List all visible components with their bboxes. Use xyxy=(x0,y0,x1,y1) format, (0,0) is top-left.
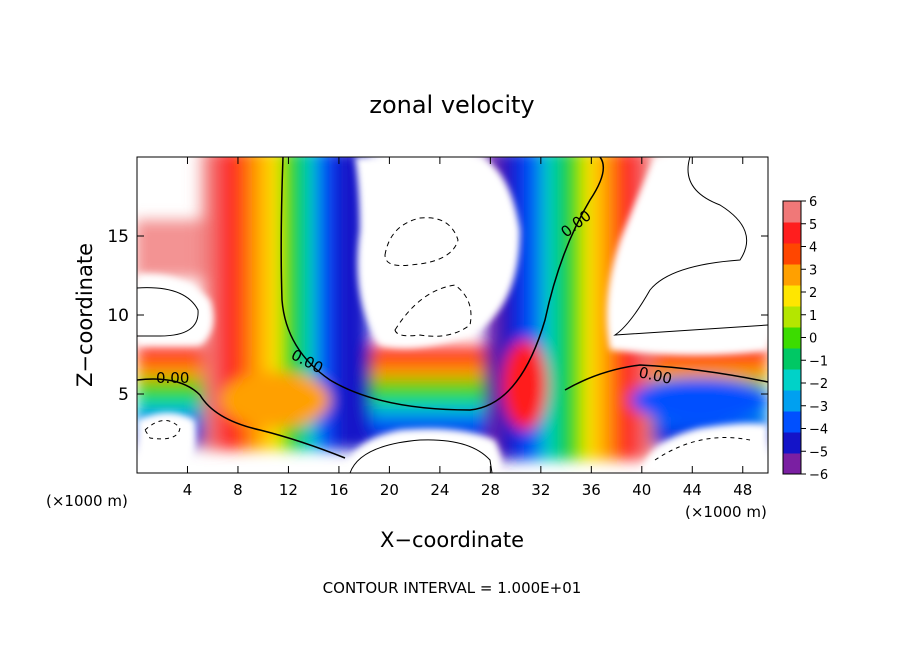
x-tick-label: 16 xyxy=(329,481,348,499)
orange-patch xyxy=(220,372,330,428)
x-tick-label: 4 xyxy=(183,481,193,499)
x-tick-label: 24 xyxy=(430,481,449,499)
x-tick-label: 12 xyxy=(279,481,298,499)
zero-contour-lower-left xyxy=(137,378,346,459)
right-blue-lobe xyxy=(630,378,768,422)
colorbar-swatch xyxy=(783,264,801,286)
contour-label: 0.00 xyxy=(156,369,189,387)
x-tick-label: 8 xyxy=(233,481,243,499)
colorbar-tick-label: 2 xyxy=(809,286,817,301)
colorbar-swatch xyxy=(783,327,801,349)
colorbar-swatch xyxy=(783,201,801,223)
colorbar-swatch xyxy=(783,369,801,391)
colorbar-tick-label: −6 xyxy=(809,468,828,483)
colorbar-tick-label: 3 xyxy=(809,263,817,278)
heatmap-field xyxy=(137,157,768,473)
dashed-contour-upper xyxy=(384,217,459,266)
colorbar-tick-label: −1 xyxy=(809,354,828,369)
warm-core xyxy=(503,340,547,430)
y-tick-label: 15 xyxy=(107,227,129,247)
white-gap-bottom-left xyxy=(137,412,197,473)
colorbar-tick-label: 1 xyxy=(809,309,817,324)
colorbar-swatch xyxy=(783,390,801,412)
white-gap-center xyxy=(355,157,520,348)
colorbar-tick-label: −2 xyxy=(809,377,828,392)
white-gap-right xyxy=(606,157,768,355)
colorbar-tick-label: −5 xyxy=(809,445,828,460)
colorbar-tick-label: 0 xyxy=(809,332,817,347)
colorbar-swatch xyxy=(783,453,801,475)
x-unit-right: (×1000 m) xyxy=(685,503,767,521)
white-gap-bottom-right xyxy=(640,423,768,473)
colorbar-swatch xyxy=(783,348,801,370)
x-tick-label: 48 xyxy=(733,481,752,499)
colorbar-tick-label: 5 xyxy=(809,218,817,233)
colorbar-tick-label: −3 xyxy=(809,400,828,415)
white-gap-left xyxy=(137,274,214,345)
thin-contour-bottom xyxy=(349,439,493,473)
x-tick-label: 28 xyxy=(481,481,500,499)
dashed-contour-lower-right xyxy=(654,437,751,461)
colorbar-swatch xyxy=(783,243,801,265)
y-tick-label: 5 xyxy=(118,385,129,405)
colorbar-swatch xyxy=(783,432,801,454)
x-tick-label: 20 xyxy=(380,481,399,499)
footer-text: CONTOUR INTERVAL = 1.000E+01 xyxy=(323,579,582,597)
thin-contour-right xyxy=(613,157,768,336)
colorbar-tick-label: 4 xyxy=(809,241,817,256)
colorbar-swatch xyxy=(783,285,801,307)
chart-title: zonal velocity xyxy=(369,91,534,119)
colorbar: 6 5 4 3 2 1 0 −1 −2 −3 −4 −5 −6 xyxy=(782,195,828,483)
thin-contour-left-box xyxy=(137,287,199,337)
colorbar-swatch xyxy=(783,411,801,433)
zero-contour-left xyxy=(280,157,605,411)
colorbar-tick-label: −4 xyxy=(809,423,828,438)
y-tick-label: 10 xyxy=(107,306,129,326)
white-gap-bottom xyxy=(345,428,502,473)
x-tick-label: 36 xyxy=(582,481,601,499)
y-axis-label: Z−coordinate xyxy=(73,243,97,387)
zero-contour-lower-right xyxy=(564,364,768,391)
x-tick-label: 44 xyxy=(683,481,702,499)
colorbar-swatch xyxy=(783,306,801,328)
contour-lines xyxy=(137,157,768,473)
contour-labels: 0.00 0.00 0.00 0.00 xyxy=(156,206,674,387)
x-axis-label: X−coordinate xyxy=(380,528,524,552)
colorbar-swatch xyxy=(783,222,801,244)
x-tick-label: 40 xyxy=(632,481,651,499)
x-axis: 4 8 12 16 20 24 28 32 36 40 44 48 xyxy=(183,157,752,499)
dashed-contour-lower-left xyxy=(144,420,181,440)
colorbar-tick-label: 6 xyxy=(809,195,817,210)
x-unit-left: (×1000 m) xyxy=(46,492,128,510)
x-tick-label: 32 xyxy=(531,481,550,499)
y-axis: 5 10 15 xyxy=(107,227,768,405)
